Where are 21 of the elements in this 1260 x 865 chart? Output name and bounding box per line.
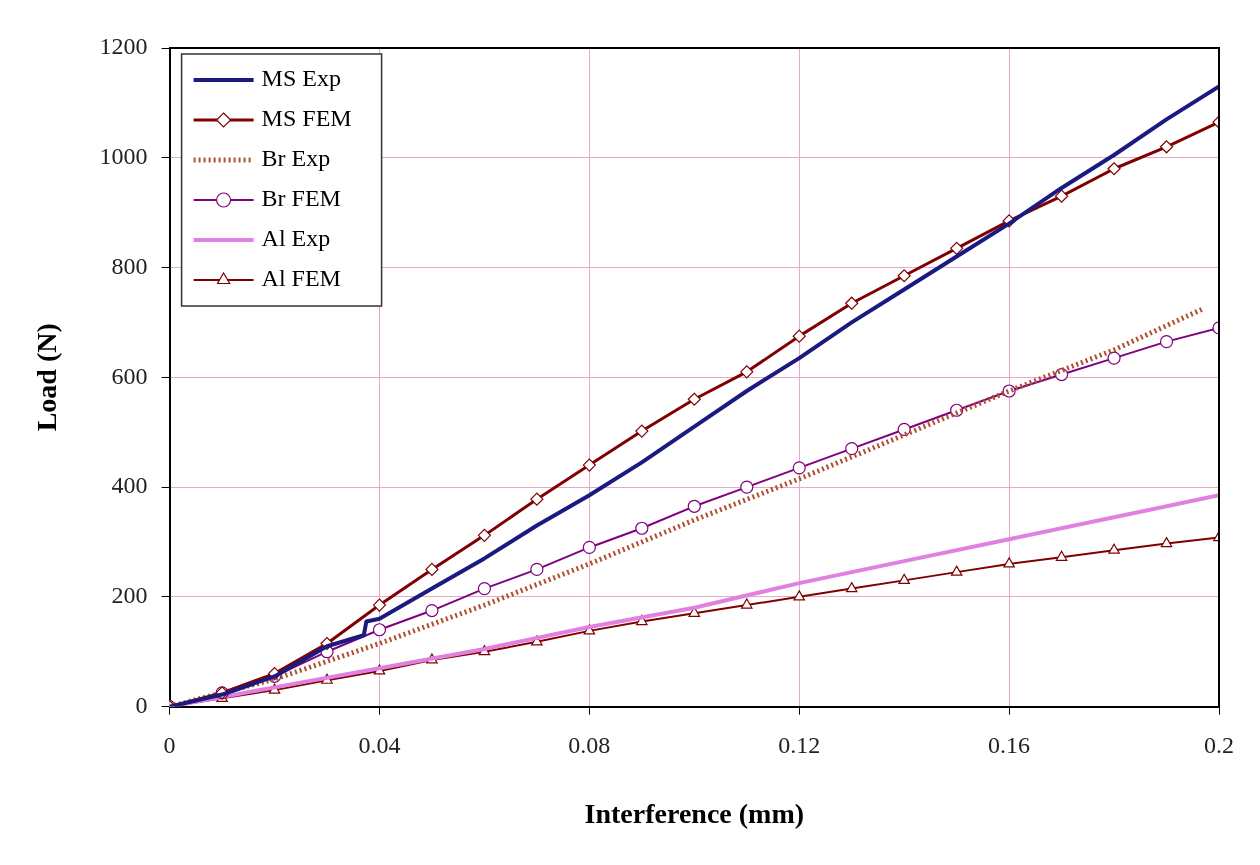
x-tick-label: 0 <box>163 732 176 759</box>
x-tick-label: 0.04 <box>358 732 401 759</box>
y-tick-label: 800 <box>111 252 148 279</box>
legend-label: MS FEM <box>261 105 352 132</box>
legend-label: Br FEM <box>261 185 341 212</box>
y-tick-label: 1000 <box>99 143 148 170</box>
y-tick-label: 600 <box>111 362 148 389</box>
x-axis-title: Interference (mm) <box>584 798 805 830</box>
legend-label: Br Exp <box>261 145 331 172</box>
y-tick-label: 1200 <box>99 33 148 60</box>
x-tick-label: 0.2 <box>1204 732 1234 759</box>
x-tick-label: 0.08 <box>568 732 611 759</box>
y-tick-label: 200 <box>111 582 148 609</box>
x-tick-label: 0.16 <box>988 732 1031 759</box>
x-tick-label: 0.12 <box>778 732 821 759</box>
y-axis-title: Load (N) <box>31 323 63 432</box>
y-tick-label: 400 <box>111 472 148 499</box>
legend-label: Al Exp <box>261 225 331 252</box>
legend-label: Al FEM <box>261 265 341 292</box>
y-tick-label: 0 <box>135 691 148 718</box>
legend-label: MS Exp <box>261 65 341 92</box>
